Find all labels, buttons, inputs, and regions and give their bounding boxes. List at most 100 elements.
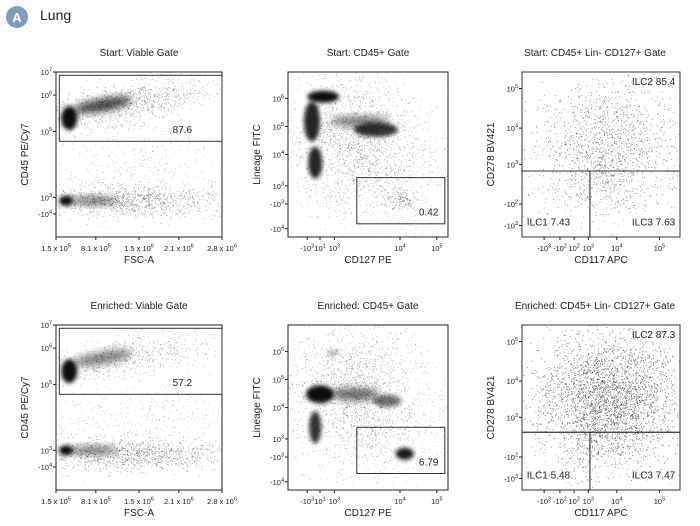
event-dot (73, 175, 75, 177)
event-dot (112, 177, 114, 179)
event-dot (132, 193, 134, 195)
event-dot (413, 163, 414, 165)
event-dot (387, 185, 389, 187)
event-dot (153, 105, 155, 107)
event-dot (341, 127, 343, 129)
event-dot (144, 87, 146, 89)
event-dot (105, 90, 106, 92)
event-dot (331, 175, 333, 177)
event-dot (120, 94, 122, 96)
event-dot (391, 239, 392, 240)
event-dot (368, 185, 370, 187)
event-dot (153, 187, 155, 189)
event-dot (78, 192, 80, 193)
event-dot (308, 146, 310, 148)
event-dot (335, 142, 337, 144)
event-dot (346, 113, 348, 115)
event-dot (411, 174, 413, 176)
event-dot (160, 215, 162, 216)
event-dot (92, 195, 94, 197)
event-dot (143, 92, 145, 94)
event-dot (322, 105, 323, 107)
event-dot (139, 111, 140, 113)
event-dot (413, 207, 415, 209)
event-dot (320, 145, 322, 147)
event-dot (206, 210, 207, 211)
event-dot (352, 171, 353, 173)
event-dot (99, 119, 101, 121)
event-dot (118, 183, 120, 184)
event-dot (168, 96, 170, 98)
event-dot (160, 107, 162, 109)
event-dot (185, 193, 187, 195)
event-dot (388, 196, 390, 198)
event-dot (128, 128, 129, 129)
event-dot (378, 172, 380, 174)
event-dot (373, 150, 375, 152)
event-dot (386, 160, 388, 161)
event-dot (351, 147, 353, 149)
event-dot (191, 209, 193, 211)
event-dot (361, 116, 363, 117)
event-dot (131, 205, 133, 207)
event-dot (337, 39, 338, 40)
event-dot (131, 209, 133, 211)
event-dot (602, 107, 604, 108)
event-dot (341, 173, 343, 174)
event-dot (379, 181, 381, 183)
event-dot (388, 136, 390, 138)
event-dot (357, 160, 358, 161)
event-dot (339, 196, 341, 197)
event-dot (617, 129, 619, 131)
event-dot (345, 192, 346, 194)
event-dot (299, 141, 301, 143)
event-dot (360, 102, 361, 103)
event-dot (185, 212, 187, 214)
event-dot (346, 90, 347, 92)
event-dot (344, 213, 346, 215)
event-dot (102, 216, 104, 218)
event-dot (207, 94, 209, 95)
event-dot (153, 222, 155, 223)
event-dot (362, 166, 364, 167)
event-dot (636, 150, 638, 151)
event-dot (430, 147, 431, 149)
event-dot (364, 156, 366, 157)
event-dot (323, 197, 325, 199)
event-dot (172, 88, 174, 90)
event-dot (74, 204, 76, 206)
event-dot (326, 117, 328, 119)
event-dot (173, 89, 175, 91)
event-dot (118, 185, 120, 187)
event-dot (169, 193, 171, 194)
event-dot (171, 211, 173, 213)
event-dot (179, 202, 181, 204)
event-dot (353, 181, 355, 182)
event-dot (355, 79, 357, 81)
event-dot (131, 115, 133, 117)
event-dot (79, 92, 81, 94)
event-dot (125, 115, 126, 117)
event-dot (398, 192, 399, 193)
event-dot (61, 106, 63, 108)
event-dot (86, 151, 88, 152)
event-dot (403, 189, 405, 191)
event-dot (132, 202, 133, 204)
event-dot (126, 201, 128, 203)
event-dot (409, 127, 411, 129)
event-dot (129, 203, 131, 204)
event-dot (402, 124, 404, 125)
event-dot (96, 87, 98, 88)
event-dot (123, 198, 124, 200)
event-dot (150, 103, 152, 105)
event-dot (37, 123, 38, 124)
event-dot (56, 109, 58, 110)
event-dot (341, 180, 343, 182)
event-dot (144, 101, 145, 103)
event-dot (366, 158, 368, 160)
event-dot (126, 171, 127, 173)
event-dot (322, 156, 324, 158)
event-dot (105, 110, 107, 112)
event-dot (293, 131, 295, 133)
